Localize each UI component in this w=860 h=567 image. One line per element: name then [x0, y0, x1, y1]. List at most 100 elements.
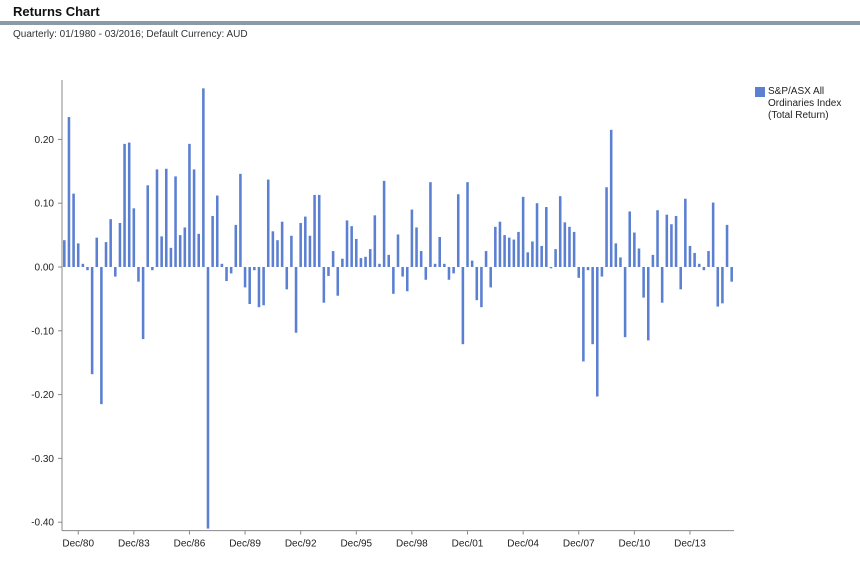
return-bar [646, 267, 650, 341]
return-bar [206, 267, 210, 529]
return-bar [178, 235, 182, 267]
return-bar [401, 267, 404, 277]
x-tick-label: Dec/01 [452, 539, 484, 550]
return-bar [498, 221, 502, 267]
title-divider [0, 21, 860, 25]
return-bar [378, 263, 381, 267]
return-bar [591, 267, 594, 345]
return-bar [614, 243, 618, 267]
return-bar [424, 267, 428, 280]
y-tick-label: -0.20 [31, 390, 54, 401]
return-bar [355, 238, 358, 267]
return-bar [67, 117, 71, 267]
return-bar [146, 185, 150, 267]
return-bar [725, 224, 729, 267]
return-bar [387, 254, 391, 267]
return-bar [373, 215, 377, 267]
return-bar [484, 251, 488, 267]
return-bar [160, 236, 163, 267]
return-bar [317, 194, 321, 267]
return-bar [76, 243, 80, 267]
return-bar [521, 196, 525, 267]
return-bar [151, 267, 154, 271]
return-bar [730, 267, 733, 282]
return-bar [461, 267, 465, 345]
return-bar [239, 173, 242, 267]
return-bar [596, 267, 599, 397]
return-bar [660, 267, 664, 303]
return-bar [656, 210, 659, 267]
y-axis: 0.20 0.10 0.00 -0.10 -0.20 -0.30 -0.40 [31, 135, 62, 529]
return-bar [280, 221, 284, 267]
return-bar [81, 263, 85, 267]
x-tick-label: Dec/80 [62, 539, 94, 550]
return-bar [531, 241, 534, 267]
return-bar [443, 263, 446, 267]
return-bar [322, 267, 326, 303]
return-bar [429, 182, 432, 267]
return-bar [466, 182, 469, 267]
return-bar [577, 267, 581, 278]
return-bar [489, 267, 492, 288]
return-bar [470, 260, 474, 267]
return-bar [535, 203, 539, 267]
return-bar [697, 263, 701, 267]
return-bar [670, 224, 673, 267]
return-bar [266, 179, 270, 267]
return-bar [308, 235, 312, 267]
x-tick-label: Dec/04 [507, 539, 539, 550]
return-bar [623, 267, 627, 338]
return-bar [165, 168, 168, 267]
return-bar [183, 227, 187, 267]
return-bar [438, 237, 441, 267]
return-bar [192, 169, 196, 267]
return-bar [169, 247, 173, 267]
y-tick-label: -0.40 [31, 518, 54, 529]
return-bar [633, 232, 636, 267]
return-bar [253, 267, 256, 271]
return-bar [271, 231, 275, 267]
return-bar [72, 193, 75, 267]
return-bar [503, 235, 506, 267]
return-bar [512, 239, 516, 267]
return-bar [688, 245, 692, 267]
return-bar [415, 227, 418, 267]
return-bar [127, 142, 131, 267]
return-bar [721, 267, 724, 304]
return-bar [405, 267, 409, 292]
return-bar [433, 263, 437, 267]
x-tick-label: Dec/83 [118, 539, 150, 550]
legend-swatch [755, 87, 765, 97]
return-bar [619, 257, 622, 267]
return-bar [132, 208, 136, 267]
return-bar [188, 143, 191, 267]
return-bar [220, 263, 224, 267]
x-tick-label: Dec/86 [174, 539, 206, 550]
return-bar [637, 248, 641, 267]
return-bar [410, 209, 414, 267]
return-bar [123, 143, 126, 267]
return-bar [257, 267, 261, 308]
return-bar [304, 216, 307, 267]
return-bar [540, 245, 543, 267]
return-bar [716, 267, 720, 307]
return-bar [100, 267, 103, 405]
y-tick-label: -0.10 [31, 326, 54, 337]
return-bar [341, 258, 344, 267]
return-bar [452, 267, 455, 274]
return-bar [86, 267, 89, 271]
return-bar [526, 252, 530, 267]
chart-subtitle: Quarterly: 01/1980 - 03/2016; Default Cu… [13, 29, 248, 40]
return-bar [285, 267, 289, 290]
return-bar [568, 226, 571, 267]
return-bar [572, 231, 576, 267]
return-bar [294, 267, 298, 333]
return-bar [707, 251, 710, 267]
return-bar [174, 176, 177, 267]
return-bar [225, 267, 228, 282]
return-bar [137, 267, 140, 282]
return-bar [563, 222, 567, 267]
return-bar [299, 222, 302, 267]
return-bar [197, 233, 200, 267]
return-bar [331, 251, 335, 267]
